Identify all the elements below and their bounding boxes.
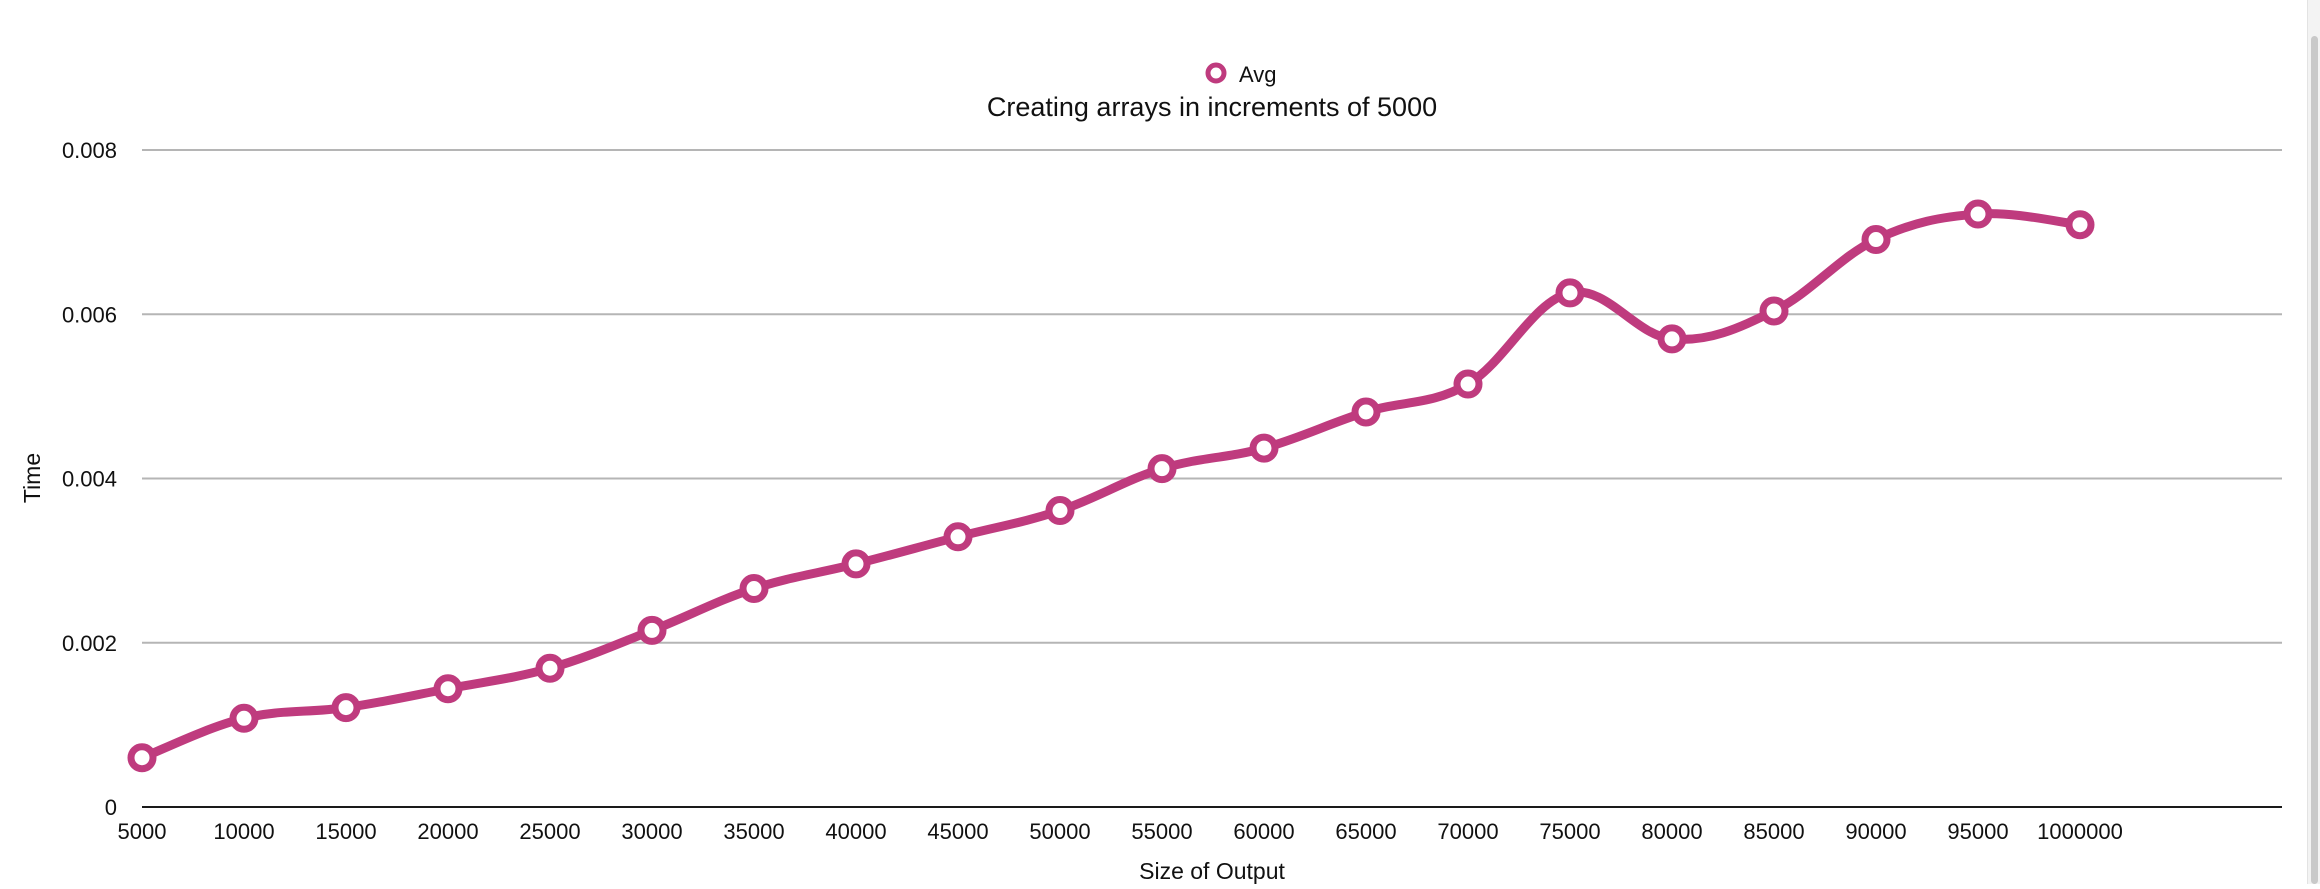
x-tick-label: 70000 [1437,819,1498,844]
y-axis-title: Time [19,453,45,503]
x-tick-label: 85000 [1743,819,1804,844]
y-tick-label: 0.004 [62,467,117,492]
gridlines [142,149,2282,644]
data-point [943,522,973,552]
x-tick-label: 45000 [927,819,988,844]
data-point [1963,199,1993,229]
data-point [1351,397,1381,427]
x-tick-label: 35000 [723,819,784,844]
x-tick-label: 80000 [1641,819,1702,844]
y-tick-label: 0 [105,795,117,820]
data-point [127,743,157,773]
x-tick-label: 15000 [315,819,376,844]
data-point [1453,369,1483,399]
series-line-avg [137,209,2085,763]
data-point [1555,278,1585,308]
legend-marker [1205,62,1227,84]
x-tick-label: 65000 [1335,819,1396,844]
data-point [433,674,463,704]
legend: Avg [1205,62,1277,87]
x-tick-label: 1000000 [2037,819,2123,844]
data-point [535,653,565,683]
y-tick-label: 0.008 [62,138,117,163]
data-point [841,549,871,579]
data-point [1147,454,1177,484]
data-point [331,693,361,723]
x-tick-label: 20000 [417,819,478,844]
x-axis-ticks: 5000 10000 15000 20000 25000 30000 35000 40000 4… [118,819,2123,844]
x-tick-label: 10000 [213,819,274,844]
scrollbar-track[interactable] [2307,0,2320,884]
x-tick-label: 95000 [1947,819,2008,844]
legend-label-avg: Avg [1239,62,1277,87]
series-points-avg [127,199,2095,773]
data-point [1759,296,1789,326]
data-point [637,615,667,645]
data-point [1249,433,1279,463]
x-tick-label: 75000 [1539,819,1600,844]
y-axis-ticks: 0 0.002 0.004 0.006 0.008 [62,138,117,820]
y-tick-label: 0.002 [62,631,117,656]
x-tick-label: 25000 [519,819,580,844]
scrollbar-thumb[interactable] [2311,36,2318,884]
data-point [2065,210,2095,240]
x-axis-title: Size of Output [1139,858,1285,884]
x-tick-label: 90000 [1845,819,1906,844]
data-point [739,574,769,604]
data-point [1045,496,1075,526]
x-tick-label: 30000 [621,819,682,844]
chart-title: Creating arrays in increments of 5000 [987,92,1437,122]
y-tick-label: 0.006 [62,302,117,327]
data-point [229,703,259,733]
x-tick-label: 50000 [1029,819,1090,844]
data-point [1861,225,1891,255]
x-tick-label: 5000 [118,819,167,844]
x-tick-label: 55000 [1131,819,1192,844]
x-tick-label: 40000 [825,819,886,844]
x-tick-label: 60000 [1233,819,1294,844]
data-point [1657,324,1687,354]
